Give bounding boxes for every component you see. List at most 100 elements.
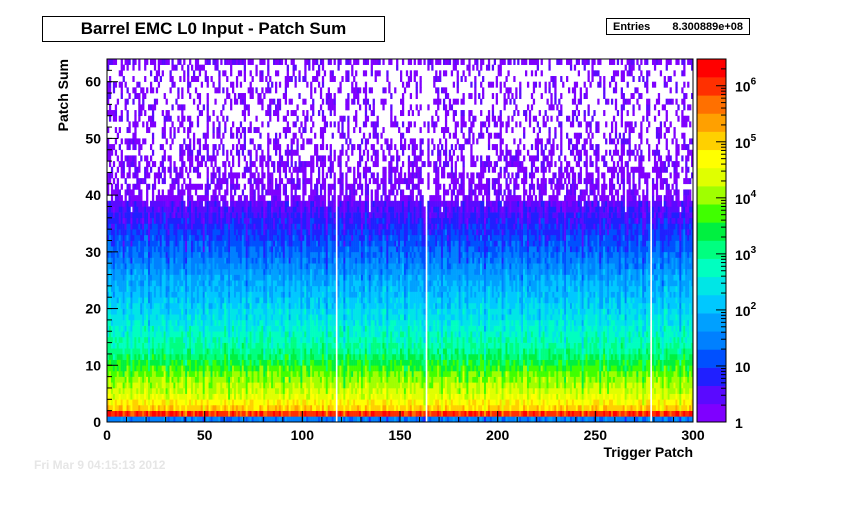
- heatmap-cell: [573, 336, 577, 343]
- heatmap-cell: [360, 359, 364, 366]
- heatmap-cell: [198, 353, 202, 360]
- heatmap-cell: [192, 399, 196, 406]
- heatmap-cell: [249, 416, 252, 423]
- heatmap-cell: [558, 370, 561, 377]
- heatmap-cell: [612, 416, 616, 423]
- heatmap-cell: [163, 342, 166, 349]
- heatmap-cell: [321, 404, 325, 411]
- heatmap-cell: [497, 325, 500, 332]
- heatmap-cell: [677, 404, 680, 411]
- heatmap-cell: [517, 387, 520, 394]
- heatmap-cell: [206, 387, 209, 394]
- heatmap-cell: [681, 365, 684, 372]
- heatmap-cell: [169, 353, 172, 360]
- heatmap-cell: [644, 404, 647, 411]
- heatmap-cell: [146, 359, 149, 366]
- heatmap-cell: [110, 399, 114, 406]
- heatmap-cell: [372, 353, 375, 360]
- heatmap-cell: [542, 331, 545, 338]
- heatmap-cell: [634, 370, 637, 377]
- heatmap-cell: [569, 382, 573, 389]
- heatmap-cell: [442, 342, 446, 349]
- heatmap-cell: [337, 387, 340, 394]
- heatmap-cell: [411, 393, 414, 400]
- heatmap-cell: [665, 359, 668, 366]
- heatmap-cell: [394, 370, 397, 377]
- heatmap-cell: [546, 393, 549, 400]
- heatmap-cell: [355, 393, 358, 400]
- heatmap-cell: [138, 353, 141, 360]
- heatmap-cell: [222, 410, 225, 417]
- heatmap-cell: [511, 393, 514, 400]
- heatmap-cell: [585, 331, 588, 338]
- heatmap-cell: [468, 365, 471, 372]
- heatmap-cell: [626, 353, 629, 360]
- heatmap-cell: [357, 382, 360, 389]
- heatmap-cell: [259, 365, 262, 372]
- heatmap-cell: [624, 404, 627, 411]
- heatmap-cell: [187, 342, 190, 349]
- heatmap-cell: [651, 376, 655, 383]
- heatmap-cell: [552, 393, 555, 400]
- heatmap-cell: [521, 399, 524, 406]
- heatmap-cell: [532, 399, 536, 406]
- heatmap-cell: [620, 348, 623, 355]
- heatmap-cell: [439, 393, 442, 400]
- heatmap-cell: [499, 342, 502, 349]
- heatmap-cell: [396, 325, 399, 332]
- heatmap-cell: [392, 331, 395, 338]
- heatmap-cell: [130, 325, 133, 332]
- heatmap-cell: [675, 359, 678, 366]
- heatmap-cell: [155, 399, 159, 406]
- heatmap-cell: [134, 393, 137, 400]
- heatmap-cell: [376, 387, 379, 394]
- heatmap-cell: [538, 393, 541, 400]
- heatmap-cell: [530, 348, 534, 355]
- heatmap-cell: [659, 353, 663, 360]
- heatmap-cell: [274, 325, 278, 332]
- heatmap-cell: [386, 399, 389, 406]
- heatmap-cell: [216, 387, 219, 394]
- heatmap-cell: [687, 376, 690, 383]
- heatmap-cell: [491, 359, 495, 366]
- heatmap-cell: [130, 399, 133, 406]
- heatmap-cell: [472, 404, 475, 411]
- heatmap-cell: [550, 376, 553, 383]
- heatmap-cell: [144, 359, 147, 366]
- heatmap-cell: [423, 342, 426, 349]
- heatmap-cell: [513, 359, 516, 366]
- heatmap-cell: [290, 399, 293, 406]
- heatmap-cell: [200, 370, 204, 377]
- heatmap-cell: [644, 331, 647, 338]
- heatmap-cell: [218, 342, 221, 349]
- heatmap-cell: [646, 365, 649, 372]
- heatmap-cell: [370, 348, 373, 355]
- heatmap-cell: [298, 399, 301, 406]
- heatmap-cell: [337, 404, 340, 411]
- heatmap-cell: [597, 387, 600, 394]
- heatmap-cell: [540, 359, 543, 366]
- heatmap-cell: [122, 399, 125, 406]
- heatmap-cell: [290, 410, 293, 417]
- heatmap-cell: [202, 387, 205, 394]
- heatmap-cell: [107, 353, 110, 360]
- heatmap-cell: [409, 393, 413, 400]
- heatmap-cell: [259, 336, 262, 343]
- heatmap-cell: [612, 353, 616, 360]
- heatmap-cell: [192, 353, 196, 360]
- heatmap-cell: [107, 416, 110, 423]
- heatmap-cell: [189, 336, 192, 343]
- heatmap-cell: [302, 325, 305, 332]
- heatmap-cell: [122, 365, 125, 372]
- heatmap-cell: [374, 325, 377, 332]
- heatmap-cell: [526, 342, 530, 349]
- heatmap-cell: [409, 365, 413, 372]
- heatmap-cell: [464, 376, 467, 383]
- heatmap-cell: [489, 359, 493, 366]
- heatmap-cell: [151, 404, 155, 411]
- heatmap-cell: [273, 331, 276, 338]
- heatmap-cell: [540, 370, 543, 377]
- heatmap-cell: [237, 387, 241, 394]
- heatmap-cell: [589, 365, 592, 372]
- heatmap-cell: [161, 387, 164, 394]
